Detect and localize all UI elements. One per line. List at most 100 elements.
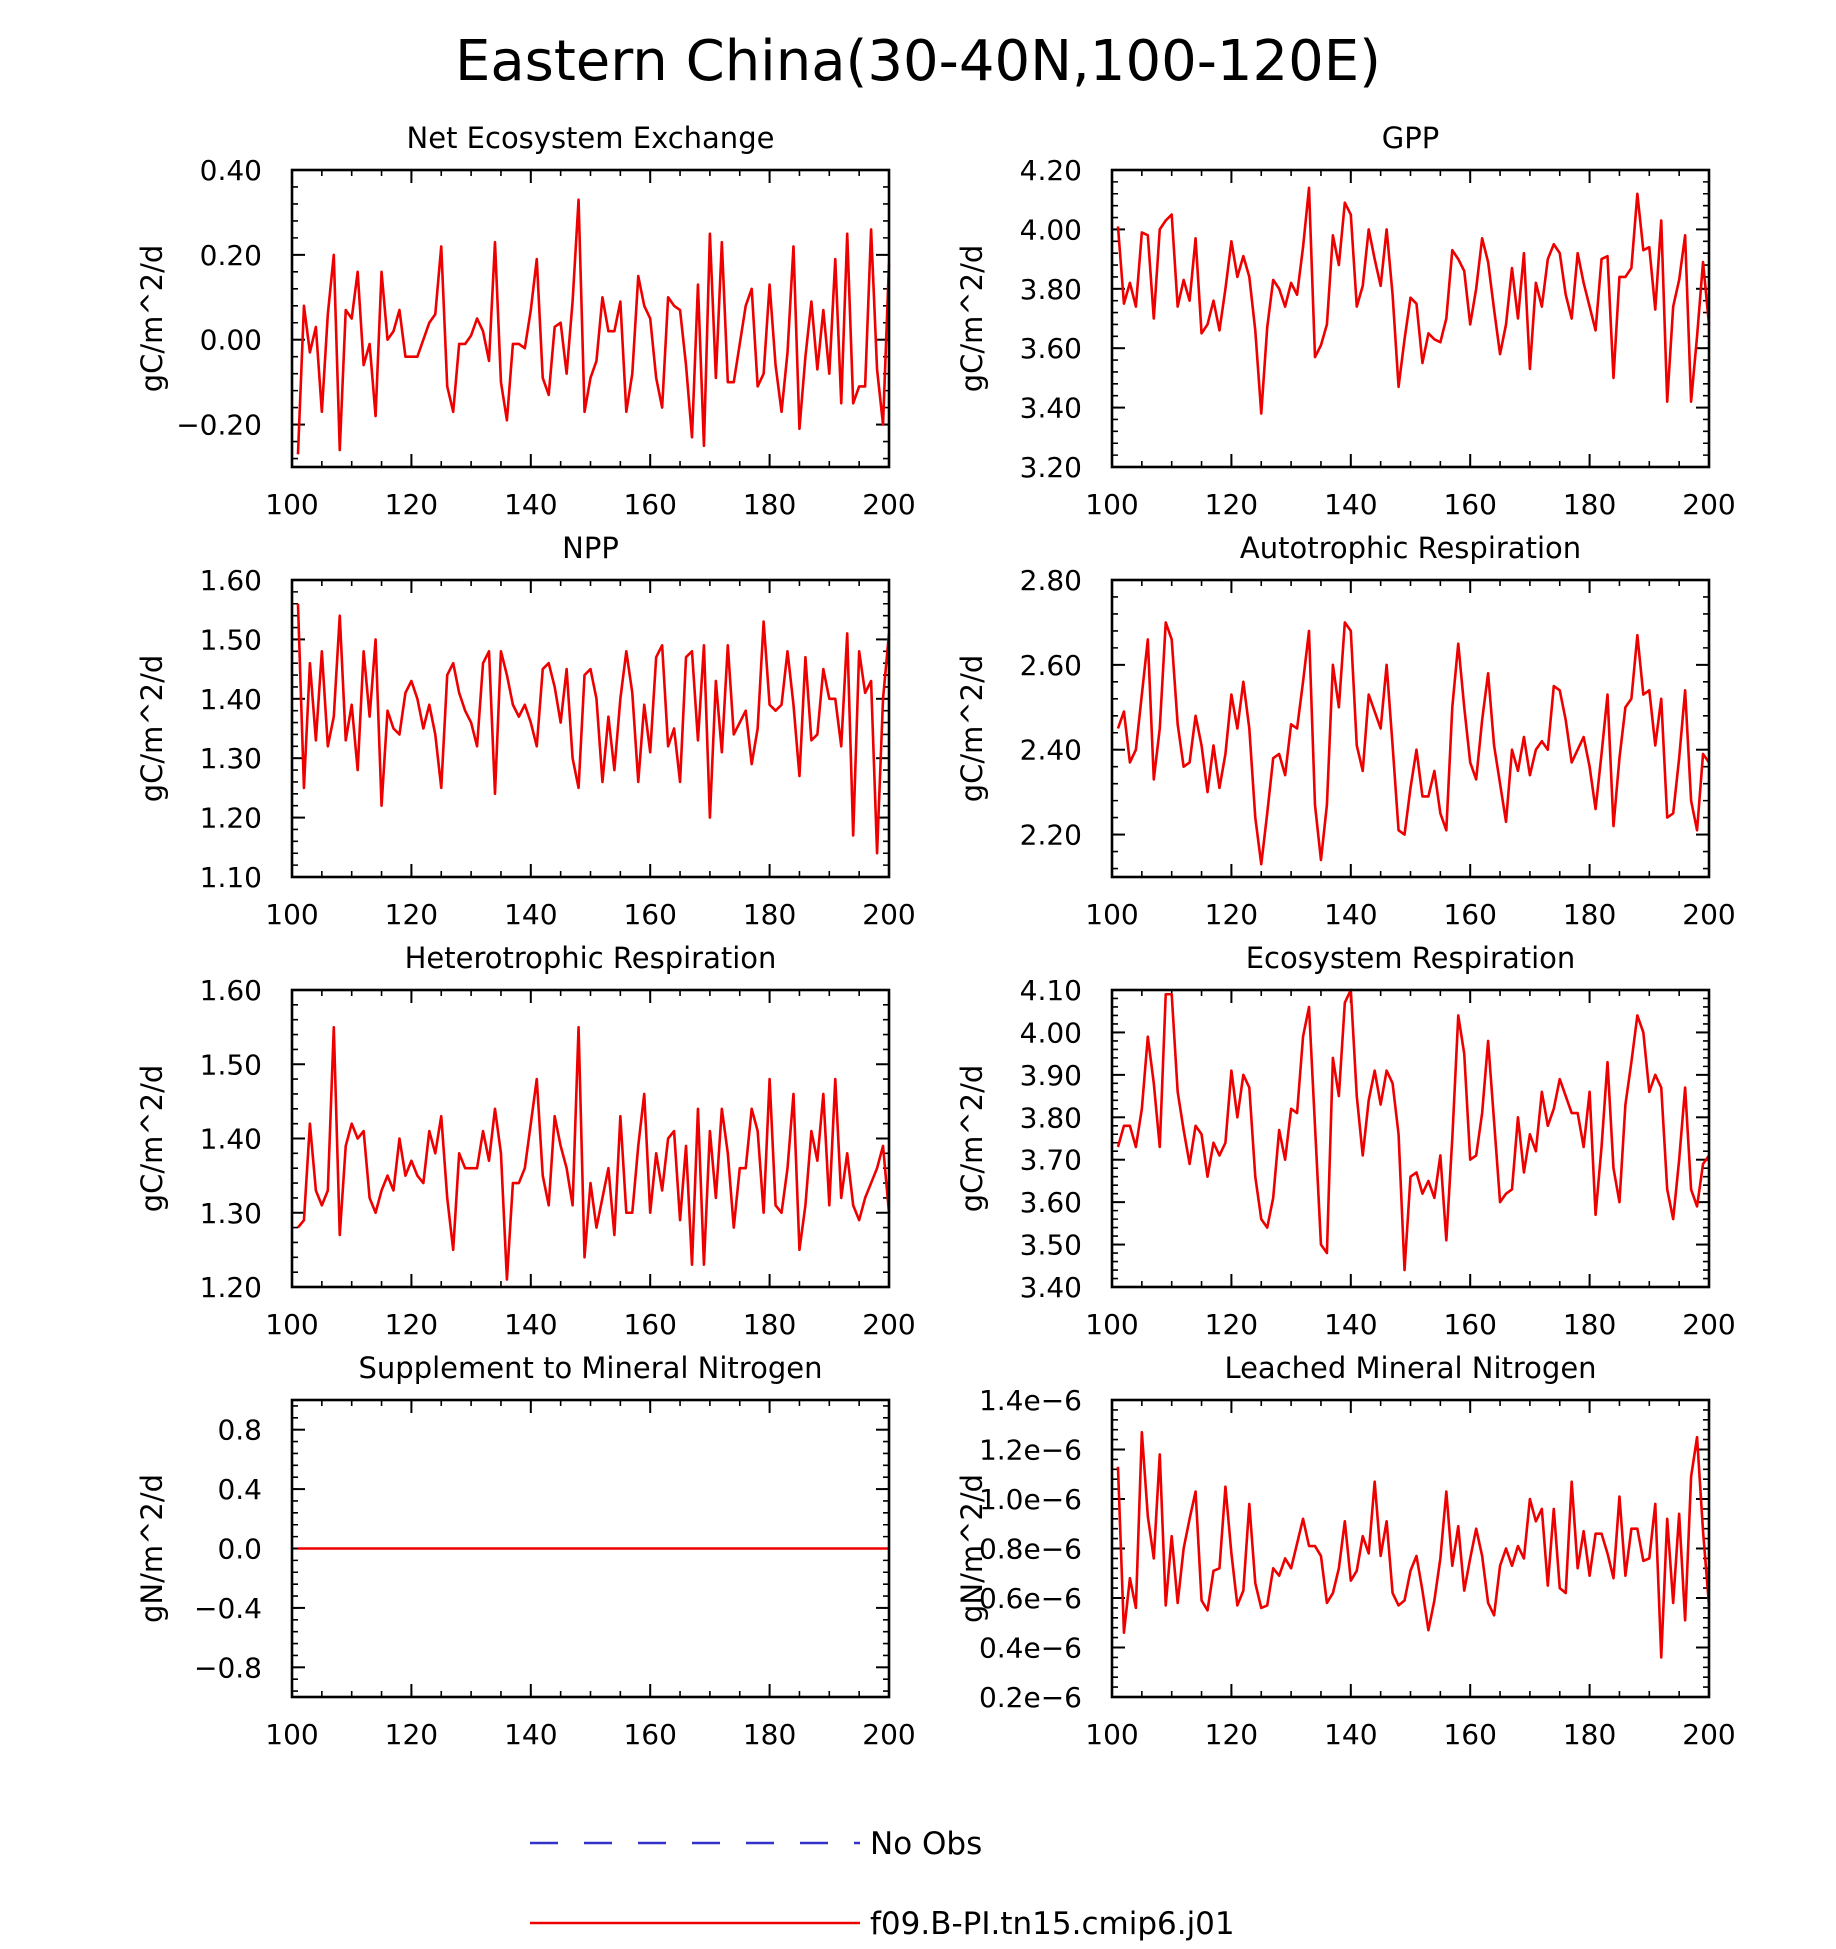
- y-tick-label: 1.30: [200, 1197, 262, 1230]
- y-tick-label: 0.40: [200, 154, 262, 187]
- y-axis-label: gC/m^2/d: [135, 245, 169, 393]
- plot-frame: [290, 168, 891, 469]
- y-tick-label: 1.20: [200, 1271, 262, 1304]
- y-tick-label: 0.00: [200, 324, 262, 357]
- x-tick-label: 140: [504, 1308, 557, 1341]
- panel-leached-mineral-nitrogen: Leached Mineral Nitrogen gN/m^2/d 100 120 14…: [955, 1351, 1736, 1751]
- y-tick-label: 1.4e−6: [979, 1384, 1082, 1417]
- y-tick-label: 1.60: [200, 974, 262, 1007]
- x-tick-label: 140: [1324, 898, 1377, 931]
- x-tick-label: 200: [1682, 898, 1735, 931]
- panel-net-ecosystem-exchange: Net Ecosystem Exchange gC/m^2/d 100 120 140 1…: [135, 121, 916, 521]
- y-tick-label: 1.40: [200, 683, 262, 716]
- x-tick-label: 120: [1205, 488, 1258, 521]
- y-tick-label: 3.80: [1020, 273, 1082, 306]
- y-tick-label: 0.4: [217, 1473, 262, 1506]
- panel-gpp: GPP gC/m^2/d 100 120 140 160 180 200 3.20 3.40 3.6…: [955, 121, 1736, 521]
- series-line-ecosystem-respiration: [1116, 988, 1711, 1272]
- plot-frame: [290, 988, 891, 1289]
- y-tick-label: 1.50: [200, 1048, 262, 1081]
- x-tick-label: 120: [385, 1718, 438, 1751]
- plot-frame: [1110, 578, 1711, 879]
- x-tick-label: 180: [743, 488, 796, 521]
- y-tick-label: 2.40: [1020, 734, 1082, 767]
- x-tick-label: 180: [1563, 488, 1616, 521]
- y-axis-label: gC/m^2/d: [135, 655, 169, 803]
- x-tick-label: 100: [1085, 1718, 1138, 1751]
- y-tick-label: 4.00: [1020, 1016, 1082, 1049]
- panel-title-gpp: GPP: [1382, 121, 1439, 155]
- y-tick-label: 3.70: [1020, 1144, 1082, 1177]
- x-tick-label: 200: [862, 898, 915, 931]
- y-tick-label: 0.2e−6: [979, 1681, 1082, 1714]
- series-line-net-ecosystem-exchange: [296, 198, 891, 455]
- panel-heterotrophic-respiration: Heterotrophic Respiration gC/m^2/d 100 120 1…: [135, 941, 916, 1341]
- series-line-autotrophic-respiration: [1116, 621, 1711, 866]
- y-tick-label: 0.0: [217, 1533, 262, 1566]
- x-tick-label: 120: [385, 898, 438, 931]
- x-tick-label: 200: [862, 1308, 915, 1341]
- panel-title-net-ecosystem-exchange: Net Ecosystem Exchange: [407, 121, 775, 155]
- panel-title-heterotrophic-respiration: Heterotrophic Respiration: [405, 941, 777, 975]
- x-tick-label: 160: [1443, 488, 1496, 521]
- panel-title-leached-mineral-nitrogen: Leached Mineral Nitrogen: [1224, 1351, 1596, 1385]
- plot-frame: [290, 1398, 891, 1699]
- x-tick-label: 140: [1324, 1308, 1377, 1341]
- x-tick-label: 100: [1085, 1308, 1138, 1341]
- x-tick-label: 100: [265, 1308, 318, 1341]
- x-tick-label: 120: [385, 1308, 438, 1341]
- x-tick-label: 160: [1443, 1308, 1496, 1341]
- x-tick-label: 140: [1324, 1718, 1377, 1751]
- y-tick-label: 1.0e−6: [979, 1483, 1082, 1516]
- minor-ticks: [1111, 1399, 1710, 1698]
- panel-ecosystem-respiration: Ecosystem Respiration gC/m^2/d 100 120 140 16…: [955, 941, 1736, 1341]
- y-tick-label: 1.50: [200, 623, 262, 656]
- y-tick-label: 1.20: [200, 802, 262, 835]
- x-tick-label: 160: [623, 1718, 676, 1751]
- x-tick-label: 200: [862, 1718, 915, 1751]
- x-tick-label: 180: [1563, 898, 1616, 931]
- y-axis-label: gC/m^2/d: [135, 1065, 169, 1213]
- y-tick-label: −0.20: [176, 409, 262, 442]
- x-tick-label: 120: [385, 488, 438, 521]
- y-axis-label: gC/m^2/d: [955, 1065, 989, 1213]
- y-tick-label: 3.90: [1020, 1059, 1082, 1092]
- series-line-leached-mineral-nitrogen: [1116, 1430, 1711, 1659]
- x-tick-label: 120: [1205, 1308, 1258, 1341]
- y-tick-label: 4.10: [1020, 974, 1082, 1007]
- x-tick-label: 100: [265, 898, 318, 931]
- y-tick-label: 0.8: [217, 1414, 262, 1447]
- series-line-npp: [296, 603, 891, 855]
- x-tick-label: 180: [743, 1308, 796, 1341]
- x-tick-label: 200: [862, 488, 915, 521]
- y-tick-label: 0.6e−6: [979, 1582, 1082, 1615]
- y-tick-label: 4.00: [1020, 213, 1082, 246]
- x-tick-label: 180: [1563, 1718, 1616, 1751]
- x-tick-label: 160: [623, 488, 676, 521]
- y-tick-label: 0.20: [200, 239, 262, 272]
- y-tick-label: 3.40: [1020, 1271, 1082, 1304]
- x-tick-label: 160: [1443, 1718, 1496, 1751]
- x-tick-label: 180: [1563, 1308, 1616, 1341]
- legend: No Obs f09.B-PI.tn15.cmip6.j01: [530, 1826, 1235, 1942]
- plot-frame: [290, 578, 891, 879]
- x-tick-label: 120: [1205, 1718, 1258, 1751]
- x-tick-label: 200: [1682, 1308, 1735, 1341]
- y-axis-label: gC/m^2/d: [955, 245, 989, 393]
- x-tick-label: 160: [1443, 898, 1496, 931]
- x-tick-label: 180: [743, 1718, 796, 1751]
- x-tick-label: 160: [623, 1308, 676, 1341]
- x-tick-label: 140: [504, 1718, 557, 1751]
- y-tick-label: 1.40: [200, 1123, 262, 1156]
- y-tick-label: 3.60: [1020, 332, 1082, 365]
- x-tick-label: 120: [1205, 898, 1258, 931]
- x-tick-label: 200: [1682, 488, 1735, 521]
- y-tick-label: 3.80: [1020, 1101, 1082, 1134]
- panel-title-autotrophic-respiration: Autotrophic Respiration: [1240, 531, 1581, 565]
- x-tick-label: 140: [504, 488, 557, 521]
- y-tick-label: −0.8: [194, 1651, 262, 1684]
- x-tick-label: 180: [743, 898, 796, 931]
- x-tick-label: 100: [1085, 898, 1138, 931]
- figure-title: Eastern China(30-40N,100-120E): [455, 29, 1381, 94]
